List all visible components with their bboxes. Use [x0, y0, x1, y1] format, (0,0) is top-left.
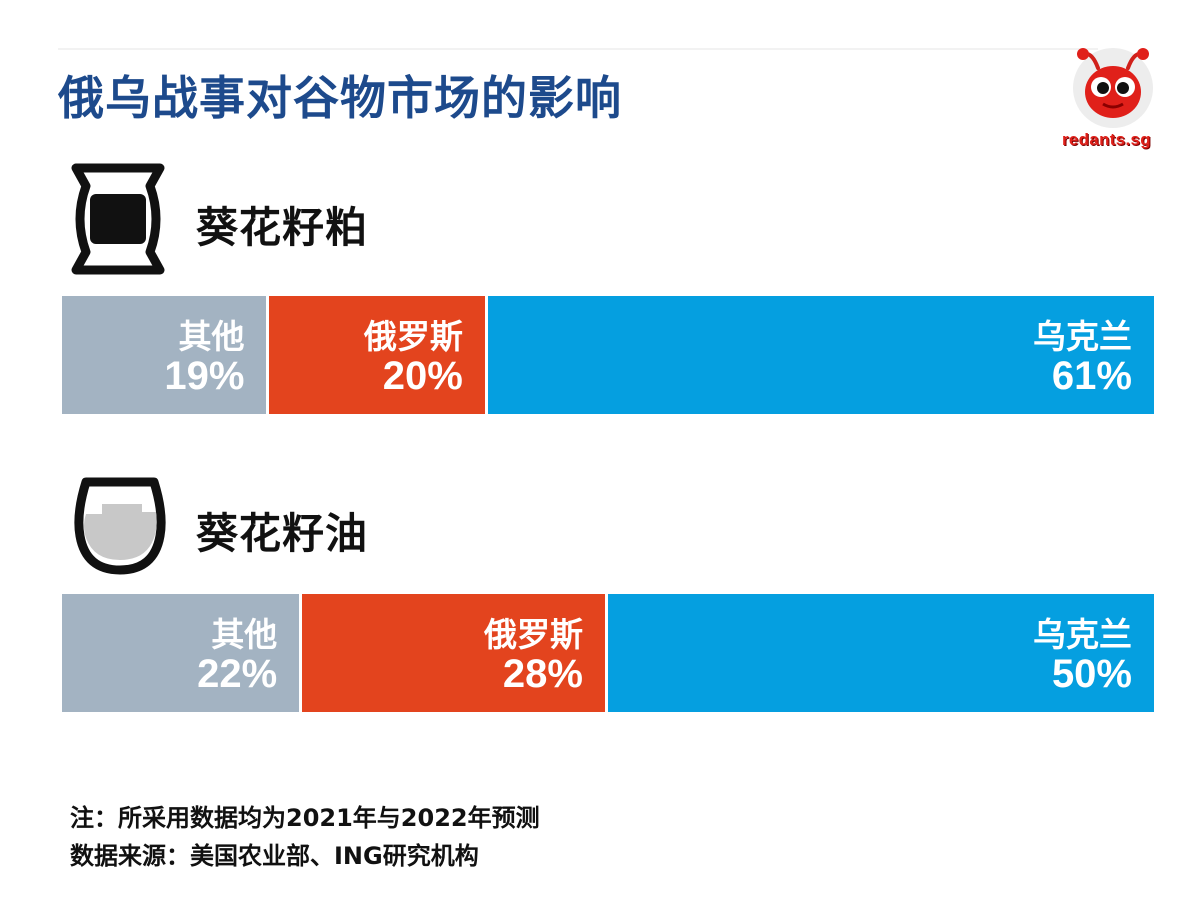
bar-segment-ukraine: 乌克兰 50%	[608, 594, 1154, 712]
bar-segment-russia: 俄罗斯 20%	[269, 296, 485, 414]
logo-text: redants.sg	[1062, 130, 1151, 149]
segment-label: 乌克兰	[1032, 317, 1132, 356]
segment-value: 20%	[382, 354, 463, 398]
segment-value: 19%	[164, 354, 245, 398]
segment-value: 50%	[1051, 652, 1132, 696]
segment-value: 28%	[502, 652, 583, 696]
bar-segment-russia: 俄罗斯 28%	[302, 594, 605, 712]
red-ant-logo-icon	[1073, 48, 1153, 128]
stacked-bar-sunflower-meal: 其他 19% 俄罗斯 20% 乌克兰 61%	[62, 296, 1154, 414]
section-title-sunflower-meal: 葵花籽粕	[196, 203, 369, 252]
bar-segment-ukraine: 乌克兰 61%	[487, 296, 1154, 414]
stacked-bar-sunflower-oil: 其他 22% 俄罗斯 28% 乌克兰 50%	[62, 594, 1154, 712]
segment-label: 其他	[178, 317, 245, 356]
segment-label: 其他	[211, 615, 278, 654]
segment-label: 俄罗斯	[483, 615, 583, 654]
bar-segment-other: 其他 22%	[62, 594, 300, 712]
oil-bowl-icon	[74, 477, 166, 575]
segment-label: 俄罗斯	[363, 317, 463, 356]
data-source: 数据来源：美国农业部、ING研究机构	[70, 842, 479, 870]
section-title-sunflower-oil: 葵花籽油	[196, 509, 369, 558]
footnote: 注：所采用数据均为2021年与2022年预测	[70, 804, 540, 832]
page-title: 俄乌战事对谷物市场的影响	[58, 71, 622, 125]
top-divider	[58, 48, 1098, 50]
bar-segment-other: 其他 19%	[62, 296, 267, 414]
segment-label: 乌克兰	[1033, 615, 1132, 654]
segment-value: 22%	[197, 652, 278, 696]
sack-icon	[71, 163, 165, 275]
segment-value: 61%	[1051, 354, 1132, 398]
